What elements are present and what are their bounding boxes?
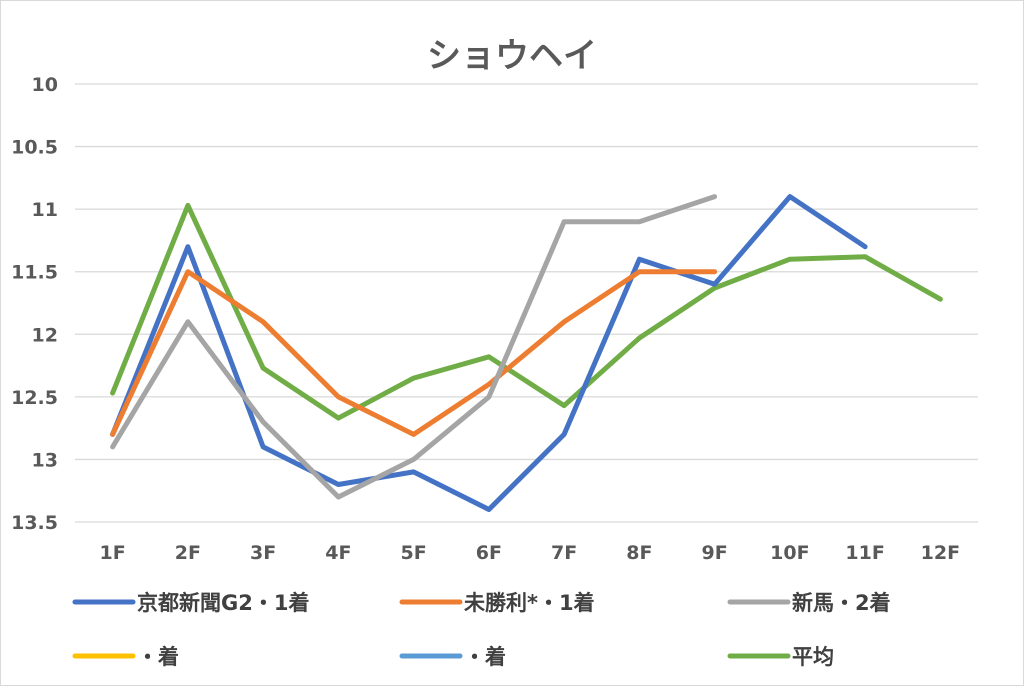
- x-tick-label: 4F: [325, 542, 351, 564]
- x-tick-label: 2F: [175, 542, 201, 564]
- y-tick-label: 12: [32, 324, 58, 346]
- x-tick-label: 9F: [702, 542, 728, 564]
- series-line: [110, 202, 943, 421]
- chart-title: ショウヘイ: [427, 36, 597, 76]
- y-tick-label: 13.5: [11, 512, 58, 534]
- legend-label: ・着: [464, 645, 506, 669]
- legend-label: 京都新聞G2・1着: [137, 591, 309, 615]
- y-tick-label: 11.5: [11, 262, 58, 284]
- x-tick-label: 12F: [921, 542, 960, 564]
- x-tick-label: 7F: [551, 542, 577, 564]
- x-tick-label: 3F: [250, 542, 276, 564]
- series-line: [110, 269, 718, 437]
- legend-label: ・着: [137, 645, 179, 669]
- legend-label: 新馬・2着: [792, 591, 891, 615]
- x-tick-label: 6F: [476, 542, 502, 564]
- y-tick-label: 10.5: [11, 137, 58, 159]
- y-tick-label: 13: [32, 449, 58, 471]
- y-tick-label: 12.5: [11, 387, 58, 409]
- legend-label: 未勝利*・1着: [464, 591, 595, 615]
- x-tick-label: 11F: [845, 542, 884, 564]
- x-tick-label: 10F: [770, 542, 809, 564]
- x-tick-label: 8F: [626, 542, 652, 564]
- y-tick-label: 10: [32, 74, 58, 96]
- x-tick-label: 1F: [100, 542, 126, 564]
- series-line: [110, 194, 868, 512]
- series-line: [110, 194, 718, 500]
- x-tick-label: 5F: [401, 542, 427, 564]
- y-tick-label: 11: [32, 199, 58, 221]
- legend-label: 平均: [792, 645, 834, 669]
